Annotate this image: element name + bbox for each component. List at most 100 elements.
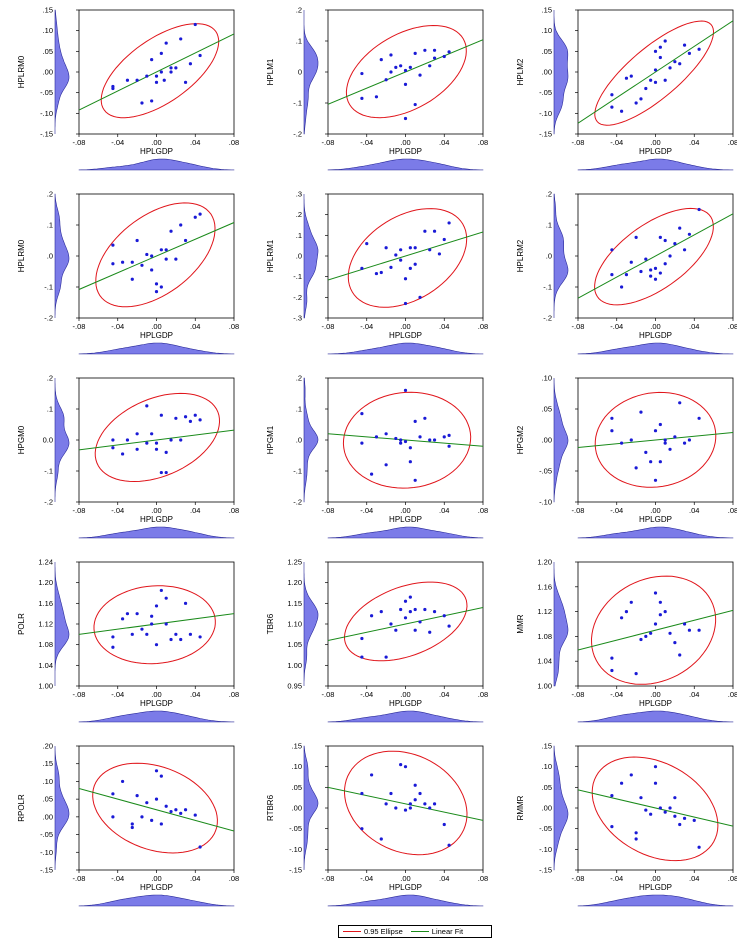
y-tick-label: -.10 (539, 109, 552, 118)
x-tick-label: .08 (478, 506, 488, 515)
data-point (418, 295, 422, 299)
data-point (403, 116, 408, 121)
data-point (135, 432, 139, 436)
x-tick-label: .00 (400, 506, 410, 515)
data-point (135, 78, 139, 82)
confidence-ellipse (594, 207, 714, 306)
x-marginal-density (78, 158, 235, 171)
y-axis-label: HPLRM0 (17, 55, 26, 88)
y-tick-label: 1.04 (38, 661, 53, 670)
x-tick-label: -.04 (360, 690, 373, 699)
data-point (619, 441, 624, 445)
y-tick-label: .0 (47, 252, 53, 261)
x-tick-label: .04 (439, 138, 449, 147)
y-marginal-density (54, 9, 70, 134)
data-point (179, 438, 183, 442)
data-point (673, 60, 677, 64)
x-tick-label: .00 (650, 690, 660, 699)
data-point (423, 802, 427, 806)
x-tick-label: .00 (650, 322, 660, 331)
data-point (610, 668, 614, 673)
x-tick-label: -.04 (360, 138, 373, 147)
y-axis-label: HPLRM2 (516, 239, 525, 272)
x-tick-label: .04 (439, 506, 449, 515)
data-point (389, 791, 393, 796)
x-marginal-density (78, 526, 235, 539)
data-point (111, 84, 115, 89)
data-point (164, 622, 168, 626)
data-point (619, 781, 624, 785)
x-tick-label: -.08 (572, 874, 585, 883)
x-tick-label: -.04 (360, 322, 373, 331)
y-tick-label: .1 (296, 405, 302, 414)
y-tick-label: 1.12 (38, 620, 53, 629)
data-point (682, 248, 687, 252)
y-tick-label: .00 (292, 804, 302, 813)
data-point (188, 62, 193, 66)
data-point (140, 263, 144, 267)
data-point (610, 105, 614, 109)
data-point (408, 806, 412, 810)
data-point (663, 238, 667, 243)
data-point (174, 808, 178, 812)
y-tick-label: -.10 (40, 848, 53, 857)
data-point (145, 632, 149, 636)
x-tick-label: .04 (689, 874, 699, 883)
x-marginal-density (327, 342, 484, 355)
plot-frame (78, 745, 235, 871)
data-point (183, 80, 188, 84)
y-tick-label: .05 (542, 405, 552, 414)
data-point (610, 656, 614, 660)
data-point (403, 765, 408, 769)
x-tick-label: -.04 (111, 138, 124, 147)
x-axis-label: HPLGDP (140, 331, 173, 340)
x-tick-label: .08 (229, 874, 239, 883)
data-point (193, 813, 197, 817)
data-point (629, 773, 633, 777)
x-tick-label: -.08 (572, 322, 585, 331)
x-marginal-density (78, 342, 235, 355)
x-tick-label: .08 (728, 690, 737, 699)
x-tick-label: -.04 (610, 874, 623, 883)
x-tick-label: .08 (728, 874, 737, 883)
data-point (644, 634, 648, 639)
data-point (629, 600, 633, 604)
data-point (447, 843, 451, 847)
data-point (418, 791, 422, 796)
data-point (145, 404, 149, 408)
data-point (639, 637, 643, 642)
data-point (658, 460, 662, 464)
y-marginal-density (54, 378, 70, 502)
y-tick-label: -.05 (539, 88, 552, 97)
y-tick-label: -.2 (44, 314, 53, 323)
data-point (447, 221, 451, 225)
data-point (663, 441, 667, 445)
data-point (369, 773, 374, 777)
x-tick-label: .08 (478, 322, 488, 331)
data-point (150, 818, 154, 823)
data-point (697, 845, 701, 849)
data-point (634, 101, 638, 105)
y-tick-label: .00 (542, 68, 552, 77)
data-point (634, 837, 638, 841)
ellipse-swatch (343, 931, 361, 932)
data-point (658, 806, 662, 810)
x-tick-label: .04 (689, 322, 699, 331)
data-point (423, 607, 427, 612)
x-tick-label: -.08 (73, 138, 86, 147)
data-point (687, 51, 692, 56)
data-point (624, 76, 629, 80)
y-tick-label: -.1 (293, 272, 302, 281)
data-point (403, 68, 408, 73)
confidence-ellipse (343, 581, 468, 662)
data-point (649, 631, 653, 635)
legend-item-ellipse: 0.95 Ellipse (343, 927, 403, 936)
data-point (428, 64, 432, 68)
x-axis-label: HPLGDP (389, 699, 422, 708)
data-point (399, 763, 403, 767)
data-point (658, 235, 662, 239)
y-axis-label: MMR (516, 614, 525, 633)
x-tick-label: -.04 (610, 506, 623, 515)
data-point (653, 49, 658, 53)
y-axis-label: HPGM0 (17, 425, 26, 454)
